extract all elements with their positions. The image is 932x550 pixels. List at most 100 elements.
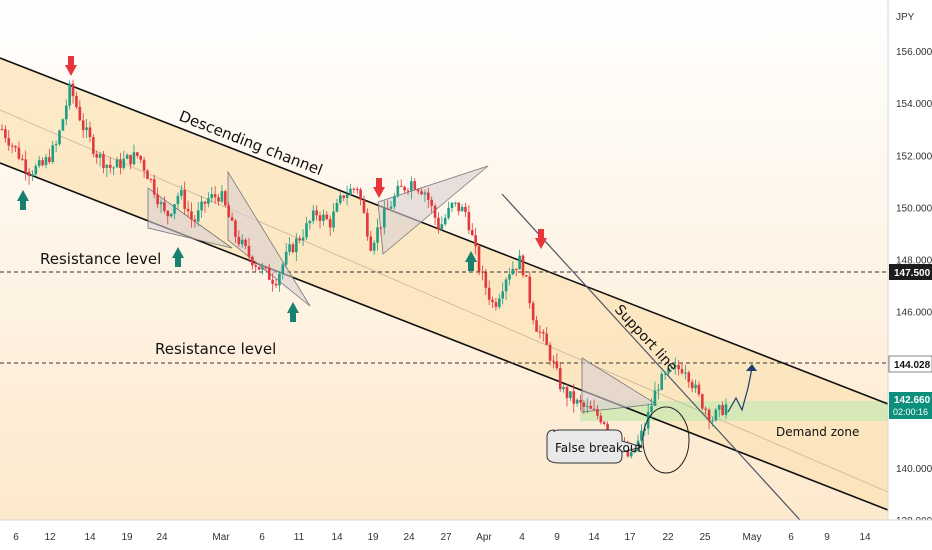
- candle-body: [711, 420, 714, 422]
- candle-body: [701, 394, 704, 409]
- candle-body: [20, 158, 24, 160]
- candle-body: [105, 164, 109, 168]
- candle-body: [677, 365, 680, 370]
- candle-body: [501, 291, 505, 299]
- candle-body: [673, 365, 677, 368]
- candle-body: [569, 391, 572, 399]
- candle-body: [88, 127, 92, 138]
- candle-body: [0, 129, 4, 131]
- candle-body: [464, 206, 467, 213]
- candle-body: [376, 227, 379, 243]
- candle-body: [575, 399, 579, 404]
- candle-body: [254, 265, 258, 267]
- candle-body: [291, 244, 295, 253]
- candle-body: [264, 267, 268, 269]
- candle-body: [349, 188, 352, 195]
- x-tick-label: 25: [699, 532, 711, 543]
- sell-arrow-icon: [373, 178, 385, 198]
- x-tick-label: 9: [824, 532, 830, 543]
- candle-body: [240, 239, 244, 245]
- candle-body: [173, 204, 176, 214]
- current-price-tag: [889, 392, 932, 419]
- candle-body: [203, 201, 207, 204]
- candle-body: [633, 450, 636, 453]
- candle-body: [61, 119, 65, 131]
- candle-body: [318, 215, 322, 221]
- candle-body: [481, 271, 484, 273]
- candle-body: [14, 145, 17, 148]
- candle-body: [108, 164, 112, 168]
- sell-arrow-icon: [535, 229, 547, 249]
- x-tick-label: 19: [121, 532, 133, 543]
- candle-body: [146, 170, 149, 180]
- candle-body: [538, 331, 542, 333]
- candle-body: [169, 213, 173, 217]
- candle-body: [81, 120, 85, 131]
- x-tick-label: 14: [859, 532, 871, 543]
- candle-body: [416, 189, 420, 192]
- candle-body: [261, 267, 264, 270]
- y-tick-label: 148.000: [896, 256, 932, 267]
- candle-body: [267, 267, 271, 280]
- candle-body: [717, 405, 721, 410]
- candle-body: [156, 194, 159, 205]
- candle-body: [44, 157, 48, 166]
- pattern-triangle: [147, 187, 233, 249]
- candle-body: [454, 202, 457, 204]
- candle-body: [284, 251, 288, 265]
- candle-body: [352, 188, 356, 190]
- candle-body: [163, 202, 166, 211]
- candle-body: [180, 189, 183, 196]
- candle-body: [4, 129, 7, 139]
- candle-body: [477, 246, 481, 272]
- candle-body: [152, 179, 156, 195]
- candle-body: [511, 268, 515, 275]
- candle-body: [115, 159, 119, 168]
- candle-body: [426, 192, 430, 200]
- candle-body: [271, 279, 274, 284]
- x-tick-label: 27: [440, 532, 452, 543]
- x-tick-label: 24: [156, 532, 168, 543]
- false-breakout-label: False breakout: [555, 441, 642, 455]
- candle-body: [274, 283, 278, 286]
- false-breakout-circle: [642, 406, 690, 474]
- demand-zone-label: Demand zone: [776, 425, 859, 439]
- x-tick-label: Mar: [212, 532, 230, 543]
- candle-body: [136, 152, 139, 156]
- candle-body: [646, 411, 650, 429]
- candle-body: [98, 154, 102, 158]
- candle-body: [521, 255, 525, 276]
- candle-body: [139, 155, 143, 160]
- price-axis[interactable]: [888, 0, 932, 520]
- candle-body: [572, 391, 576, 404]
- candle-body: [234, 220, 237, 237]
- pattern-triangle: [581, 357, 658, 413]
- x-tick-label: 22: [662, 532, 674, 543]
- candle-body: [190, 211, 193, 220]
- candle-body: [362, 199, 366, 213]
- candle-body: [514, 268, 518, 270]
- candle-body: [565, 387, 569, 399]
- candle-body: [92, 137, 95, 154]
- candle-body: [437, 217, 440, 230]
- time-axis[interactable]: [0, 520, 932, 550]
- candle-body: [68, 83, 71, 106]
- candle-body: [470, 230, 474, 236]
- channel-upper-line: [0, 57, 888, 405]
- candle-body: [237, 236, 241, 245]
- candle-body: [667, 368, 670, 374]
- sell-arrow-icon: [65, 56, 77, 76]
- candle-body: [27, 171, 31, 176]
- candle-body: [227, 205, 230, 218]
- candle-body: [251, 256, 254, 266]
- candle-body: [230, 217, 234, 221]
- candle-body: [288, 244, 291, 252]
- candle-body: [562, 387, 565, 390]
- candle-body: [460, 206, 464, 212]
- candle-body: [298, 238, 302, 241]
- candle-body: [295, 238, 298, 253]
- candle-body: [142, 159, 146, 171]
- candle-body: [247, 246, 251, 257]
- x-tick-label: Apr: [476, 532, 492, 543]
